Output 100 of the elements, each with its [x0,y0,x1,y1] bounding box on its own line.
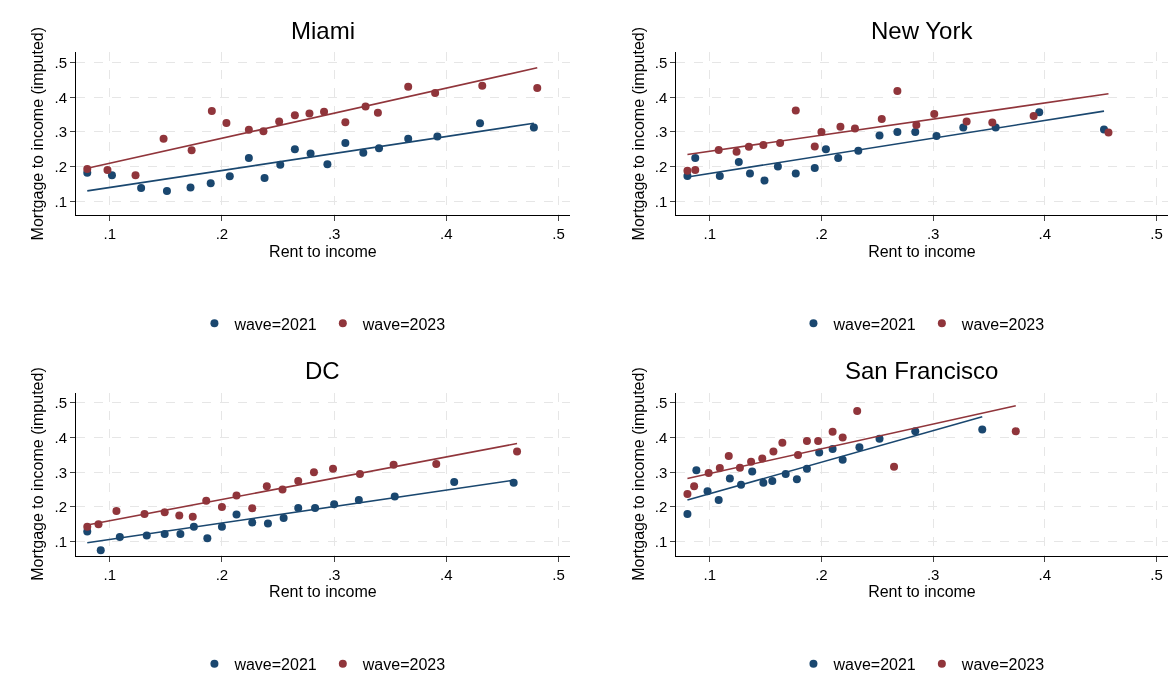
point [162,186,171,195]
point [83,522,92,531]
y-tick-label: .1 [54,532,68,550]
point [248,518,257,527]
y-tick-label: .4 [654,88,668,106]
y-axis-title: Mortgage to income (imputed) [629,26,647,241]
point [853,406,862,415]
y-tick-label: .5 [654,53,668,71]
point [159,134,168,143]
x-axis-title: Rent to income [868,242,976,260]
point [1029,111,1038,120]
point [290,145,299,154]
point [814,437,823,446]
point [724,451,733,460]
y-tick-label: .4 [654,428,668,446]
x-tick-label: .4 [1038,225,1052,243]
y-tick-label: .5 [54,394,68,412]
point [529,123,538,132]
point [217,522,226,531]
y-tick-label: .3 [54,123,68,141]
legend-label: wave=2023 [361,655,446,673]
point [792,475,801,484]
point [279,514,288,523]
point [217,502,226,511]
point [373,108,382,117]
point [821,145,830,154]
point [732,147,741,156]
point [404,82,413,91]
point [305,109,314,118]
point [1011,427,1020,436]
legend-label: wave=2023 [361,315,446,333]
y-tick-label: .2 [54,498,68,516]
point [275,117,284,126]
y-tick-label: .1 [54,192,68,210]
point [760,176,769,185]
x-tick-label: .1 [703,225,717,243]
y-tick-label: .4 [54,88,68,106]
point [828,427,837,436]
point [533,83,542,92]
x-tick-label: .3 [926,565,940,583]
legend-label: wave=2023 [960,655,1045,673]
point [791,106,800,115]
y-axis-title: Mortgage to income (imputed) [29,26,47,241]
x-tick-label: .5 [1150,225,1163,243]
point [802,437,811,446]
x-axis-title: Rent to income [269,242,377,260]
point [690,482,699,491]
point [930,109,939,118]
point [714,496,723,505]
point [294,476,303,485]
point [769,447,778,456]
x-tick-label: .3 [327,225,341,243]
point [834,153,843,162]
y-tick-label: .5 [54,53,68,71]
point [341,118,350,127]
point [758,454,767,463]
point [276,160,285,169]
point [176,530,185,538]
chart-title: San Francisco [845,357,999,384]
point [478,81,487,90]
legend-label: wave=2021 [832,315,916,333]
point [691,153,700,162]
point [222,118,231,127]
point [96,546,105,555]
point [838,433,847,442]
x-tick-label: .1 [103,225,116,243]
point [734,158,743,167]
point [450,477,459,486]
point [810,163,819,172]
point [725,474,734,483]
y-axis-title: Mortgage to income (imputed) [629,367,647,581]
x-tick-label: .4 [440,565,453,583]
x-tick-label: .2 [215,565,229,583]
point [244,153,253,162]
point [959,123,968,132]
point [810,142,819,151]
point [893,87,902,95]
point [778,438,787,447]
y-tick-label: .1 [654,532,668,550]
point [187,146,196,155]
point [175,511,184,520]
point [188,512,197,521]
point [748,467,757,476]
point [320,107,329,116]
x-tick-label: .2 [815,225,828,243]
point [404,134,413,143]
point [715,171,724,180]
point [248,504,257,513]
point [131,171,140,180]
point [476,119,485,128]
x-tick-label: .3 [327,565,341,583]
point [773,162,782,171]
y-tick-label: .3 [54,463,68,481]
point [207,107,216,116]
chart-title: Miami [291,17,355,44]
x-tick-label: .3 [926,225,940,243]
point [186,183,195,192]
point [290,111,299,120]
point [691,166,700,175]
point [341,139,350,148]
